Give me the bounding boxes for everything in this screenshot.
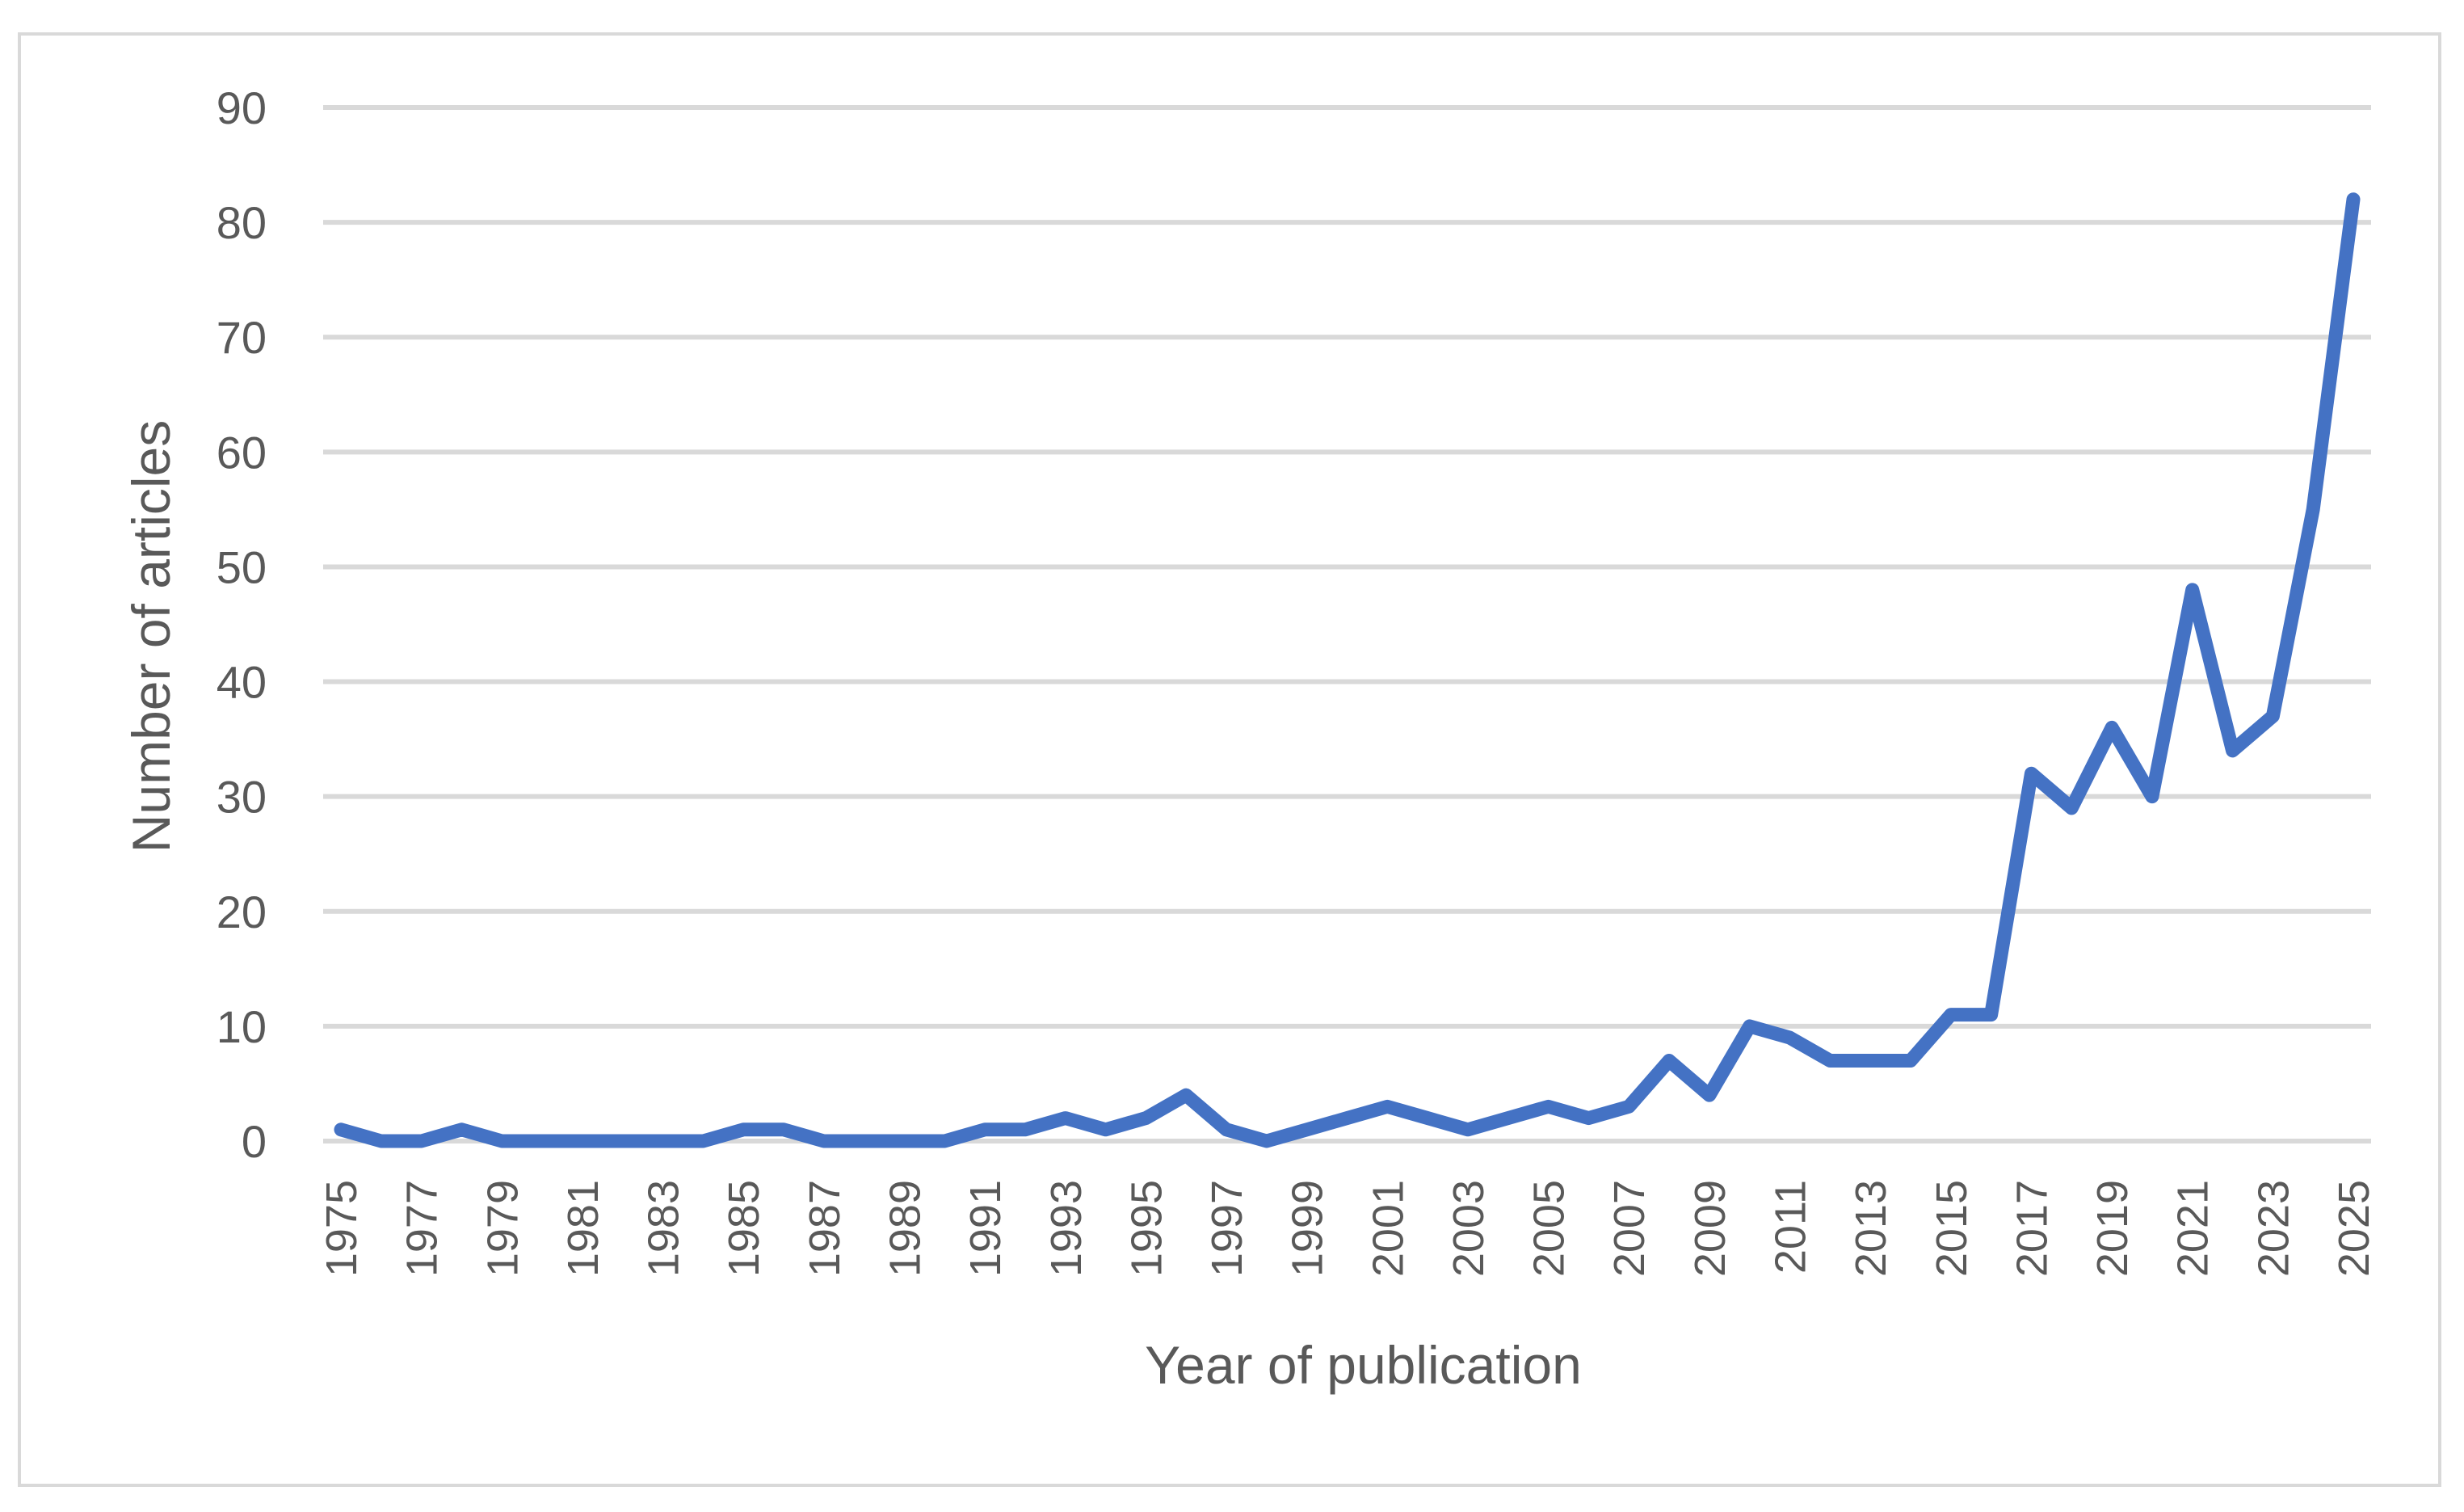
- series-layer: [334, 192, 2361, 1148]
- x-tick-label: 2021: [2169, 1180, 2218, 1277]
- series-line-0: [334, 192, 2361, 1148]
- x-tick-label: 2001: [1364, 1180, 1412, 1277]
- data-point: [944, 1140, 945, 1142]
- data-point: [2071, 807, 2072, 809]
- data-point: [2030, 773, 2032, 774]
- y-tick-labels: 0 10 20 30 40 50 60 70 80 90: [217, 82, 267, 1167]
- y-tick-label: 70: [217, 312, 267, 363]
- data-point: [1869, 1060, 1871, 1062]
- y-tick-label: 0: [242, 1116, 267, 1167]
- y-tick-label: 30: [217, 772, 267, 823]
- x-tick-label: 1983: [640, 1180, 688, 1277]
- x-tick-label: 1989: [881, 1180, 929, 1277]
- x-tick-label: 1975: [317, 1180, 366, 1277]
- x-tick-label: 2019: [2088, 1180, 2137, 1277]
- data-point: [662, 1140, 664, 1142]
- data-point: [421, 1140, 423, 1142]
- data-point: [2272, 715, 2273, 717]
- x-tick-label: 2003: [1444, 1180, 1493, 1277]
- x-tick-label: 2015: [1928, 1180, 1976, 1277]
- chart-frame: [18, 32, 2441, 1487]
- data-point: [742, 1129, 744, 1131]
- x-tick-label: 1981: [559, 1180, 608, 1277]
- data-point: [1306, 1129, 1308, 1131]
- x-tick-label: 2011: [1767, 1180, 1815, 1274]
- y-tick-label: 60: [217, 427, 267, 478]
- data-point: [460, 1129, 462, 1131]
- x-tick-label: 2023: [2249, 1180, 2298, 1277]
- data-point: [702, 1140, 704, 1142]
- data-point: [984, 1129, 986, 1131]
- x-tick-label: 2013: [1847, 1180, 1895, 1277]
- data-point: [1266, 1140, 1268, 1142]
- data-point: [1668, 1060, 1670, 1062]
- data-point: [783, 1129, 784, 1131]
- data-point: [1507, 1118, 1509, 1119]
- data-point: [2192, 589, 2193, 591]
- data-point: [1709, 1094, 1710, 1096]
- data-point: [582, 1140, 583, 1142]
- data-point: [340, 1129, 342, 1131]
- x-tick-label: 1999: [1284, 1180, 1332, 1277]
- x-tick-label: 1977: [398, 1180, 447, 1277]
- data-point: [2353, 199, 2354, 200]
- y-tick-label: 50: [217, 541, 267, 592]
- data-point: [1185, 1094, 1187, 1096]
- x-tick-label: 1997: [1203, 1180, 1251, 1277]
- data-point: [2151, 796, 2153, 798]
- data-point: [823, 1140, 825, 1142]
- x-axis-title: Year of publication: [1145, 1335, 1582, 1395]
- data-point: [1789, 1037, 1791, 1038]
- x-tick-label: 2005: [1525, 1180, 1574, 1277]
- data-point: [1347, 1118, 1348, 1119]
- data-point: [1950, 1014, 1952, 1016]
- y-axis-title: Number of articles: [121, 420, 181, 853]
- x-tick-label: 1979: [478, 1180, 527, 1277]
- data-point: [1749, 1026, 1751, 1027]
- data-point: [381, 1140, 382, 1142]
- x-tick-label: 1993: [1042, 1180, 1091, 1277]
- data-point: [2312, 508, 2314, 510]
- data-point: [903, 1140, 905, 1142]
- data-point: [541, 1140, 543, 1142]
- data-point: [1226, 1129, 1227, 1131]
- x-tick-label: 2009: [1686, 1180, 1734, 1277]
- x-tick-label: 1985: [720, 1180, 768, 1277]
- data-point: [1548, 1106, 1549, 1107]
- x-tick-label: 2025: [2330, 1180, 2378, 1277]
- y-tick-label: 10: [217, 1001, 267, 1052]
- gridlines: [323, 105, 2371, 1143]
- data-point: [2232, 750, 2234, 752]
- y-tick-label: 20: [217, 887, 267, 937]
- y-tick-label: 40: [217, 657, 267, 708]
- data-point: [501, 1140, 502, 1142]
- data-point: [1065, 1118, 1066, 1119]
- data-point: [2111, 727, 2113, 728]
- data-point: [1386, 1106, 1388, 1107]
- data-point: [1427, 1118, 1428, 1119]
- data-point: [1991, 1014, 1992, 1016]
- data-point: [864, 1140, 865, 1142]
- data-point: [1910, 1060, 1911, 1062]
- y-tick-label: 80: [217, 197, 267, 248]
- data-point: [1467, 1129, 1469, 1131]
- data-point: [1145, 1118, 1146, 1119]
- x-tick-label: 1995: [1122, 1180, 1171, 1277]
- data-point: [1105, 1129, 1107, 1131]
- x-tick-label: 2017: [2008, 1180, 2056, 1277]
- data-point: [1628, 1106, 1629, 1107]
- x-tick-label: 1991: [961, 1180, 1010, 1277]
- data-point: [1024, 1129, 1026, 1131]
- y-tick-label: 90: [217, 82, 267, 133]
- x-tick-label: 2007: [1605, 1180, 1654, 1277]
- data-point: [1587, 1118, 1589, 1119]
- data-point: [622, 1140, 624, 1142]
- x-tick-labels: 1975 1977 1979 1981 1983 1985 1987 1989 1991 1993…: [317, 1180, 2378, 1277]
- x-tick-label: 1987: [801, 1180, 849, 1277]
- data-point: [1829, 1060, 1831, 1062]
